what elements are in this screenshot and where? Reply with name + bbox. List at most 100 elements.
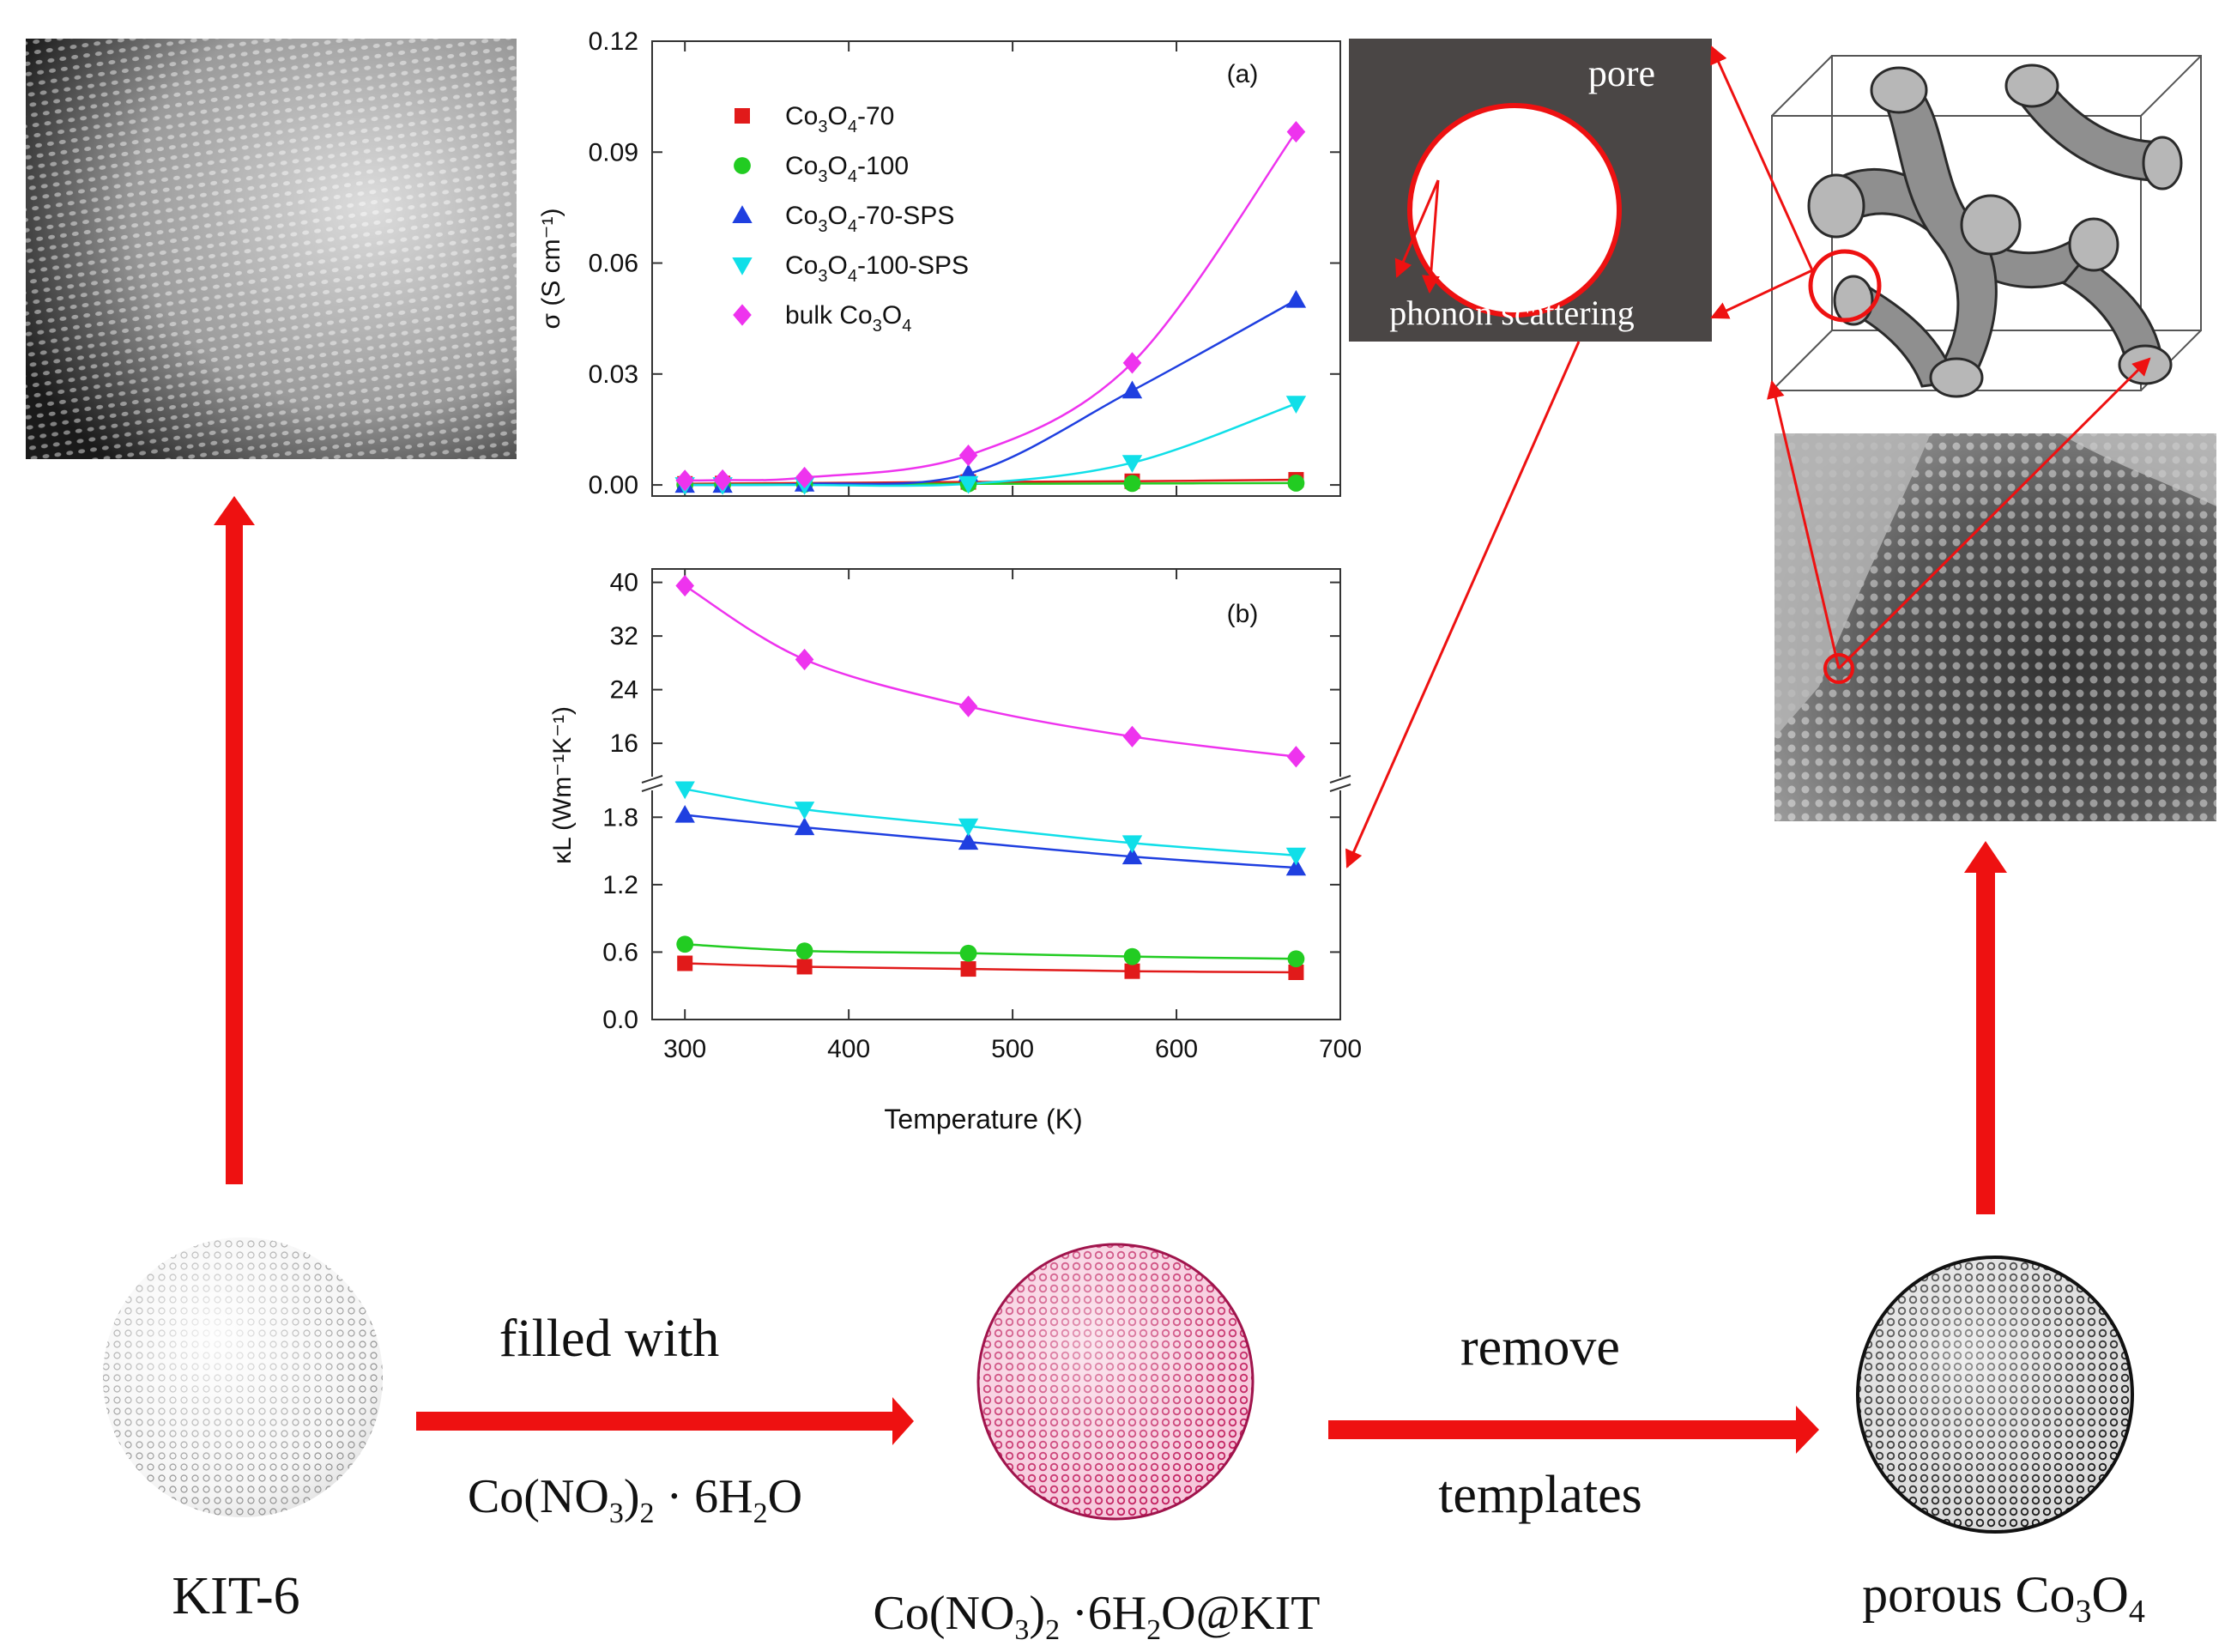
y-tick-label-a: 0.06 <box>589 250 638 278</box>
y-tick-label-a: 0.03 <box>589 360 638 389</box>
y-tick-label-b: 0.0 <box>602 1006 638 1034</box>
point-co3o4-100 <box>1123 475 1141 493</box>
chart-conductivity: 0.00 0.03 0.06 0.09 0.12 (a) σ (S cm⁻¹) Co3O… <box>537 27 1341 499</box>
plot-frame-b <box>651 568 1341 1020</box>
point-co3o4-70-sps <box>674 804 695 823</box>
y-tick-label-b: 16 <box>610 729 638 758</box>
legend-label-bulk-co3o4: bulk Co3O4 <box>785 301 911 336</box>
point-co3o4-70 <box>1288 965 1304 980</box>
templates-label: templates <box>1438 1466 1642 1524</box>
legend-label-co3o4-70: Co3O4-70 <box>785 102 894 136</box>
x-axis-label: Temperature (K) <box>884 1104 1082 1135</box>
axis-break-marks <box>641 775 1351 792</box>
connector-lines <box>1345 45 2151 868</box>
legend-marker-bulk-co3o4 <box>733 304 752 326</box>
x-tick-label-b: 500 <box>991 1035 1034 1063</box>
point-co3o4-100 <box>676 935 694 953</box>
y-tick-label-b: 1.2 <box>602 871 638 899</box>
sphere-kit6 <box>103 1237 383 1517</box>
point-bulk-co3o4 <box>795 466 814 489</box>
filled-with-label: filled with <box>499 1310 720 1368</box>
point-co3o4-100-sps <box>958 475 979 494</box>
legend-marker-co3o4-70-sps <box>732 205 753 223</box>
y-axis-label-b: κL (Wm⁻¹K⁻¹) <box>548 706 577 864</box>
pore-circle <box>1407 103 1622 318</box>
point-bulk-co3o4 <box>958 695 978 717</box>
point-bulk-co3o4 <box>675 574 694 597</box>
arrow-up-left <box>214 496 255 1184</box>
remove-label: remove <box>1460 1318 1620 1377</box>
legend-label-co3o4-100-sps: Co3O4-100-SPS <box>785 251 969 286</box>
x-tick-label-b: 300 <box>663 1035 706 1063</box>
x-tick-label-b: 600 <box>1155 1035 1198 1063</box>
precursor-label: Co(NO3)2 · 6H2O <box>468 1470 802 1529</box>
point-bulk-co3o4 <box>958 445 978 467</box>
point-co3o4-100-sps <box>1285 847 1307 866</box>
pore-panel: pore phonon scattering <box>1349 39 1712 342</box>
series-markers-a <box>674 120 1307 495</box>
sphere-porous-co3o4 <box>1856 1256 2134 1534</box>
panel-label-b: (b) <box>1227 600 1259 628</box>
point-co3o4-70-sps <box>794 817 815 836</box>
x-tick-label-b: 700 <box>1319 1035 1362 1063</box>
phonon-scattering-label: phonon scattering <box>1389 293 1635 332</box>
point-co3o4-100-sps <box>1122 455 1143 473</box>
arrow-fill-step <box>416 1397 914 1445</box>
highlight-circle-tem <box>1823 653 1854 684</box>
gyroid-structure-model <box>1771 55 2202 398</box>
arrow-up-right <box>1964 841 2007 1214</box>
point-co3o4-100 <box>1287 950 1305 968</box>
x-tick-label-b: 400 <box>827 1035 870 1063</box>
y-tick-label-a: 0.12 <box>589 27 638 56</box>
y-tick-label-b: 24 <box>610 676 638 705</box>
legend-label-co3o4-70-sps: Co3O4-70-SPS <box>785 202 954 236</box>
point-bulk-co3o4 <box>1286 120 1306 143</box>
point-co3o4-70-sps <box>1285 857 1307 876</box>
point-bulk-co3o4 <box>1122 352 1142 374</box>
legend-label-co3o4-100: Co3O4-100 <box>785 152 909 186</box>
point-co3o4-70-sps <box>1122 846 1143 865</box>
y-tick-labels-b: 0.0 0.6 1.2 1.8 16 24 32 40 <box>602 569 638 1034</box>
point-co3o4-100-sps <box>958 818 979 837</box>
point-bulk-co3o4 <box>675 469 694 492</box>
porous-co3o4-label: porous Co3O4 <box>1862 1566 2145 1630</box>
y-tick-label-b: 1.8 <box>602 803 638 832</box>
y-tick-label-a: 0.00 <box>589 471 638 499</box>
legend: Co3O4-70 Co3O4-100 Co3O4-70-SPS Co3O4-100-S… <box>732 102 969 336</box>
legend-marker-co3o4-70 <box>735 108 750 124</box>
arrow-remove-step <box>1328 1406 1819 1454</box>
composite-label: Co(NO3)2 ·6H2O@KIT <box>874 1587 1321 1646</box>
point-bulk-co3o4 <box>713 469 732 492</box>
y-tick-labels-a: 0.00 0.03 0.06 0.09 0.12 <box>589 27 638 499</box>
point-co3o4-100 <box>959 944 977 962</box>
y-tick-label-b: 40 <box>610 569 638 597</box>
series-markers-b <box>674 574 1307 980</box>
point-co3o4-70 <box>677 955 693 971</box>
y-tick-label-b: 32 <box>610 622 638 651</box>
point-bulk-co3o4 <box>1286 746 1306 768</box>
axis-ticks-b <box>652 569 1341 1020</box>
point-co3o4-100-sps <box>674 781 695 800</box>
tem-image-porous-co3o4 <box>1774 433 2216 821</box>
point-co3o4-100 <box>795 942 813 960</box>
y-tick-label-b: 0.6 <box>602 938 638 966</box>
point-co3o4-70-sps <box>1122 380 1143 399</box>
point-co3o4-70-sps <box>958 832 979 850</box>
point-co3o4-70-sps <box>1285 289 1307 308</box>
sphere-filled-kit <box>976 1243 1255 1521</box>
x-tick-labels-b: 300 400 500 600 700 <box>663 1035 1362 1063</box>
point-bulk-co3o4 <box>795 648 814 671</box>
y-axis-label-a: σ (S cm⁻¹) <box>537 209 565 330</box>
point-co3o4-100 <box>1123 947 1141 965</box>
point-co3o4-100-sps <box>1285 396 1307 414</box>
plot-frame-a <box>651 40 1341 497</box>
point-co3o4-100 <box>1287 475 1305 492</box>
highlight-circle-model <box>1808 249 1882 323</box>
legend-marker-co3o4-100 <box>734 157 751 174</box>
point-co3o4-100-sps <box>794 802 815 820</box>
y-tick-label-a: 0.09 <box>589 138 638 166</box>
point-co3o4-70 <box>796 959 813 975</box>
tem-image-kit6 <box>26 39 517 459</box>
process-arrows <box>214 496 2007 1454</box>
